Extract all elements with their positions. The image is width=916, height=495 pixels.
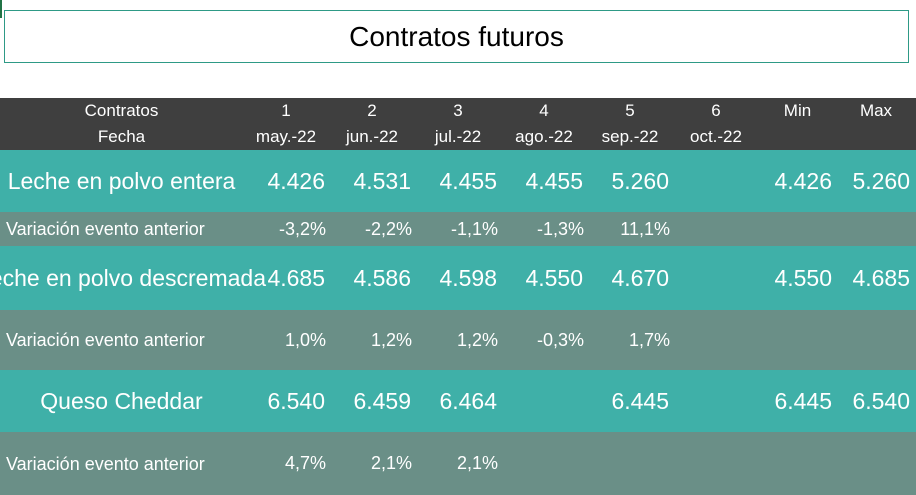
- price-cell: 4.685: [267, 264, 325, 291]
- table-row-product: Leche en polvo descremada 4.685 4.586 4.…: [0, 246, 916, 310]
- price-cell: 5.260: [611, 167, 669, 194]
- product-name: Leche en polvo entera: [7, 168, 236, 194]
- max-label: Max: [859, 101, 893, 120]
- contract-number: 3: [453, 101, 463, 120]
- min-cell: 6.445: [774, 387, 832, 414]
- page-title: Contratos futuros: [4, 10, 909, 63]
- variation-cell: -2,2%: [364, 218, 412, 239]
- header-contract-6: 6 oct.-22: [673, 98, 759, 150]
- variation-cell: [673, 212, 759, 246]
- price-cell: 6.464: [439, 387, 497, 414]
- header-contract-5: 5 sep.-22: [587, 98, 673, 150]
- contract-number: 4: [539, 101, 549, 120]
- max-cell: 4.685: [852, 264, 910, 291]
- min-cell: 4.550: [774, 264, 832, 291]
- price-cell: [673, 246, 759, 310]
- contract-date: sep.-22: [601, 127, 659, 146]
- price-cell: 4.455: [525, 167, 583, 194]
- price-cell: 4.531: [353, 167, 411, 194]
- variation-cell: -1,3%: [536, 218, 584, 239]
- variation-cell: 2,1%: [370, 453, 412, 473]
- contract-date: may.-22: [255, 127, 317, 146]
- contract-date: jun.-22: [346, 127, 398, 146]
- contract-date: jul.-22: [434, 127, 482, 146]
- product-name: Leche en polvo descremada: [0, 265, 266, 291]
- variation-label: Variación evento anterior: [6, 330, 205, 350]
- table-row-variation: Variación evento anterior -3,2% -2,2% -1…: [0, 212, 916, 246]
- table-row-variation: Variación evento anterior 4,7% 2,1% 2,1%: [0, 432, 916, 495]
- price-cell: [501, 370, 587, 432]
- max-cell: 5.260: [852, 167, 910, 194]
- variation-cell: [587, 432, 673, 495]
- contract-date: ago.-22: [515, 127, 573, 146]
- price-cell: 4.426: [267, 167, 325, 194]
- contract-number: 5: [625, 101, 635, 120]
- variation-label: Variación evento anterior: [6, 453, 205, 474]
- price-cell: 4.598: [439, 264, 497, 291]
- table-row-variation: Variación evento anterior 1,0% 1,2% 1,2%…: [0, 310, 916, 370]
- price-cell: 4.455: [439, 167, 497, 194]
- header-contract-1: 1 may.-22: [243, 98, 329, 150]
- variation-cell: [501, 432, 587, 495]
- variation-cell: -3,2%: [278, 218, 326, 239]
- header-min: Min: [759, 98, 836, 150]
- header-contract-4: 4 ago.-22: [501, 98, 587, 150]
- contract-number: 6: [711, 101, 721, 120]
- variation-cell: 1,2%: [370, 329, 412, 350]
- variation-label: Variación evento anterior: [6, 219, 205, 239]
- contract-number: 2: [367, 101, 377, 120]
- table-row-product: Leche en polvo entera 4.426 4.531 4.455 …: [0, 150, 916, 212]
- variation-cell: 1,7%: [628, 329, 670, 350]
- price-cell: 6.540: [267, 387, 325, 414]
- header-label-cell: Contratos Fecha: [0, 98, 243, 150]
- max-cell: 6.540: [852, 387, 910, 414]
- futures-table: Contratos Fecha 1 may.-22 2 jun.-22 3 ju…: [0, 98, 916, 495]
- price-cell: 4.550: [525, 264, 583, 291]
- header-date-label: Fecha: [97, 127, 146, 146]
- variation-cell: 1,0%: [284, 329, 326, 350]
- price-cell: 6.445: [611, 387, 669, 414]
- table-header: Contratos Fecha 1 may.-22 2 jun.-22 3 ju…: [0, 98, 916, 150]
- min-label: Min: [783, 101, 812, 120]
- table-row-product: Queso Cheddar 6.540 6.459 6.464 6.445 6.…: [0, 370, 916, 432]
- variation-cell: [673, 310, 759, 370]
- variation-cell: [673, 432, 759, 495]
- header-contract-3: 3 jul.-22: [415, 98, 501, 150]
- variation-cell: 4,7%: [284, 453, 326, 473]
- cell-selection-marker: [0, 0, 2, 18]
- price-cell: [673, 150, 759, 212]
- variation-cell: 2,1%: [456, 453, 498, 473]
- header-contracts-label: Contratos: [84, 101, 159, 120]
- variation-cell: 11,1%: [620, 218, 670, 239]
- price-cell: [673, 370, 759, 432]
- contract-date: oct.-22: [690, 127, 742, 146]
- contract-number: 1: [281, 101, 291, 120]
- variation-cell: 1,2%: [456, 329, 498, 350]
- variation-cell: -1,1%: [450, 218, 498, 239]
- header-max: Max: [836, 98, 916, 150]
- min-cell: 4.426: [774, 167, 832, 194]
- page-title-text: Contratos futuros: [349, 20, 564, 52]
- variation-cell: -0,3%: [536, 329, 584, 350]
- header-contract-2: 2 jun.-22: [329, 98, 415, 150]
- price-cell: 4.586: [353, 264, 411, 291]
- price-cell: 6.459: [353, 387, 411, 414]
- price-cell: 4.670: [611, 264, 669, 291]
- product-name: Queso Cheddar: [40, 388, 203, 414]
